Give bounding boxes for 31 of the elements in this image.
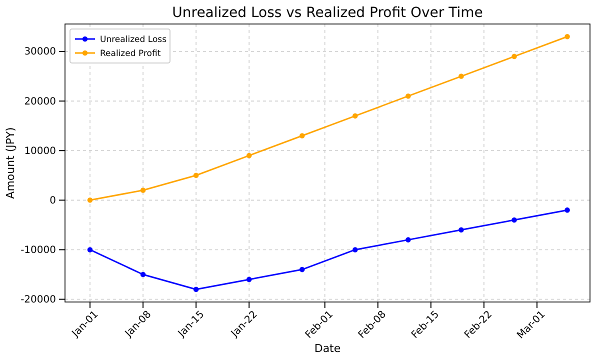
point xyxy=(458,227,464,233)
point xyxy=(564,34,570,40)
y-axis-title: Amount (JPY) xyxy=(4,127,17,199)
point xyxy=(87,247,93,252)
point xyxy=(352,247,358,252)
point xyxy=(246,152,252,158)
y-tick-label: 20000 xyxy=(24,96,56,108)
x-axis-title: Date xyxy=(314,342,341,355)
point xyxy=(458,74,464,79)
y-tick-label: -20000 xyxy=(20,294,56,306)
legend-label: Unrealized Loss xyxy=(100,35,168,45)
point xyxy=(512,54,517,60)
point xyxy=(193,286,199,292)
point xyxy=(193,172,199,178)
point xyxy=(299,133,305,138)
point xyxy=(512,217,517,223)
point xyxy=(406,237,411,242)
legend-label: Realized Profit xyxy=(100,49,162,59)
y-tick-label: 10000 xyxy=(24,146,56,157)
y-tick-label: 30000 xyxy=(24,46,56,58)
point xyxy=(140,188,146,193)
chart-title: Unrealized Loss vs Realized Profit Over Time xyxy=(172,5,483,21)
point xyxy=(406,93,411,99)
point xyxy=(564,207,570,213)
point xyxy=(299,266,305,272)
point xyxy=(352,113,358,119)
point xyxy=(246,276,252,282)
y-tick-label: -10000 xyxy=(20,244,56,256)
y-tick-label: 0 xyxy=(50,195,56,206)
point xyxy=(140,272,146,278)
point xyxy=(87,198,93,203)
